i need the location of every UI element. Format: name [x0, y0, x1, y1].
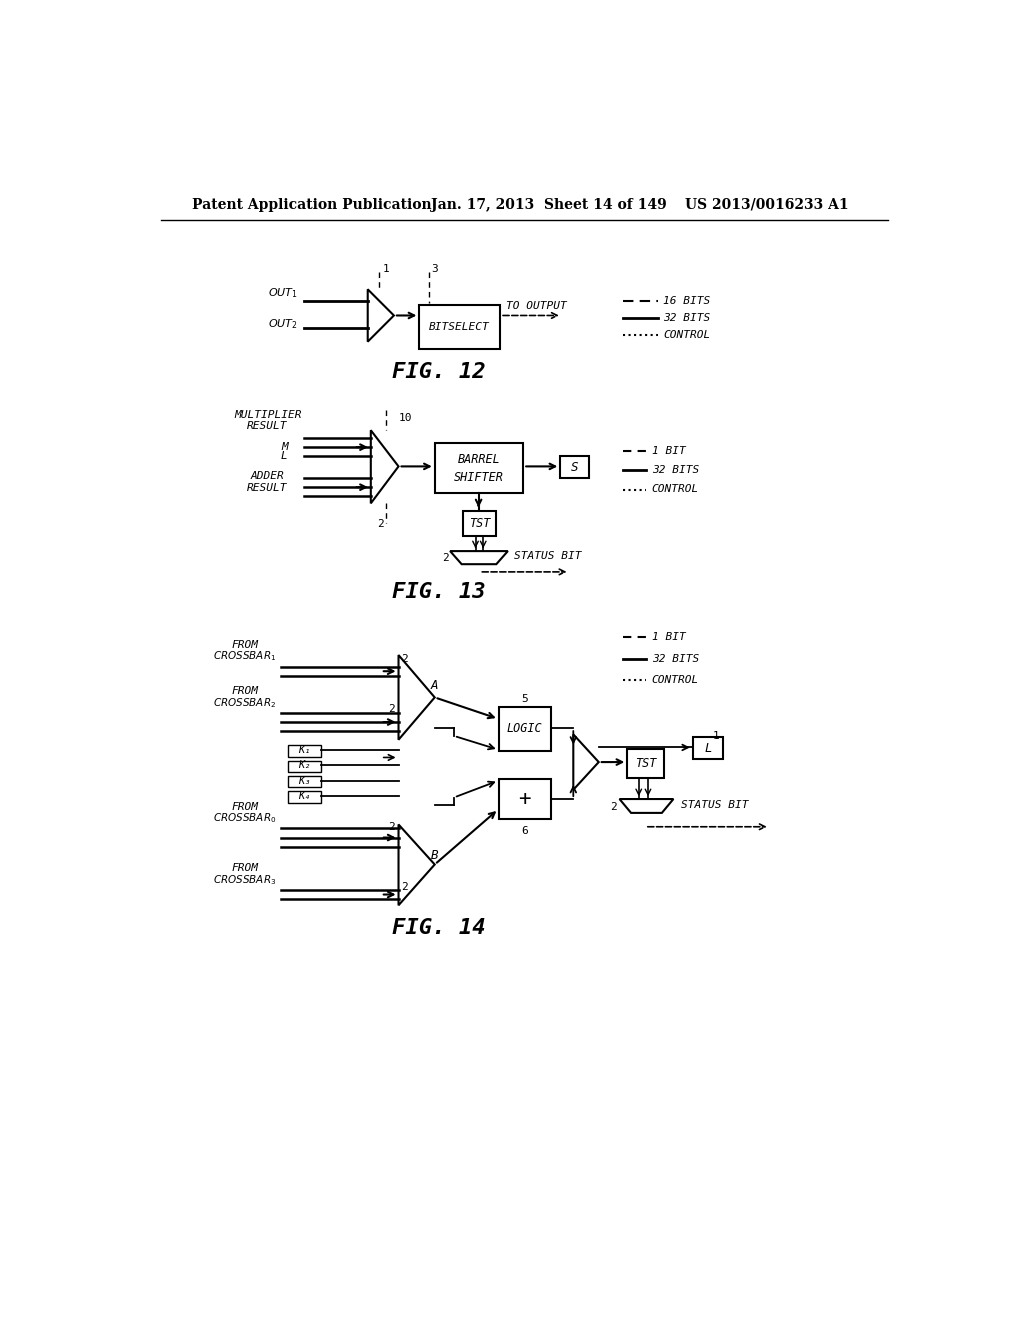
Text: K₄: K₄: [298, 791, 311, 801]
Text: CONTROL: CONTROL: [664, 330, 711, 339]
Text: TO OUTPUT: TO OUTPUT: [506, 301, 567, 312]
Text: FIG. 13: FIG. 13: [392, 582, 485, 602]
Bar: [419, 305, 500, 350]
Text: Patent Application Publication: Patent Application Publication: [193, 198, 432, 211]
Text: TST: TST: [469, 517, 490, 529]
Text: B: B: [431, 849, 438, 862]
Text: 3: 3: [431, 264, 437, 273]
Bar: [499, 706, 551, 751]
Text: 2: 2: [401, 882, 409, 892]
Text: FROM: FROM: [231, 801, 258, 812]
Bar: [560, 457, 590, 478]
Text: 1: 1: [713, 731, 719, 741]
Text: 2: 2: [441, 553, 449, 564]
Text: FROM: FROM: [231, 863, 258, 874]
Bar: [289, 760, 321, 772]
Text: K₃: K₃: [298, 776, 311, 785]
Bar: [692, 738, 724, 759]
Text: FIG. 14: FIG. 14: [392, 919, 485, 939]
Bar: [289, 744, 321, 756]
Text: S: S: [571, 461, 579, 474]
Text: L: L: [281, 451, 288, 462]
Text: 6: 6: [521, 826, 528, 837]
Text: $OUT_2$: $OUT_2$: [267, 317, 297, 331]
Text: 2: 2: [378, 519, 384, 529]
Text: STATUS BIT: STATUS BIT: [514, 552, 582, 561]
Text: $CROSSBAR_1$: $CROSSBAR_1$: [213, 649, 276, 664]
Text: 16 BITS: 16 BITS: [664, 296, 711, 306]
Text: TST: TST: [635, 758, 656, 770]
Text: 5: 5: [521, 694, 528, 704]
Text: +: +: [518, 789, 531, 809]
Text: $OUT_1$: $OUT_1$: [267, 286, 298, 300]
Text: K₂: K₂: [298, 760, 311, 770]
Text: CONTROL: CONTROL: [652, 676, 699, 685]
Text: 2: 2: [610, 801, 617, 812]
Text: K₁: K₁: [298, 744, 311, 755]
Bar: [289, 776, 321, 788]
Text: A: A: [431, 680, 438, 693]
Text: BARREL
SHIFTER: BARREL SHIFTER: [454, 453, 504, 484]
Text: L: L: [705, 742, 712, 755]
Bar: [499, 779, 551, 818]
Text: Jan. 17, 2013  Sheet 14 of 149: Jan. 17, 2013 Sheet 14 of 149: [431, 198, 667, 211]
Text: FROM: FROM: [231, 640, 258, 649]
Bar: [463, 511, 496, 536]
Text: 2: 2: [401, 653, 409, 664]
Text: 2: 2: [388, 822, 395, 832]
Text: M: M: [281, 442, 288, 453]
Text: $CROSSBAR_0$: $CROSSBAR_0$: [213, 812, 276, 825]
Text: 1 BIT: 1 BIT: [652, 446, 686, 455]
Bar: [289, 792, 321, 803]
Text: 32 BITS: 32 BITS: [652, 465, 699, 475]
Text: BITSELECT: BITSELECT: [429, 322, 490, 333]
Bar: [435, 444, 523, 494]
Text: FIG. 12: FIG. 12: [392, 363, 485, 383]
Text: US 2013/0016233 A1: US 2013/0016233 A1: [685, 198, 849, 211]
Bar: [628, 748, 665, 779]
Text: 32 BITS: 32 BITS: [664, 313, 711, 323]
Text: LOGIC: LOGIC: [507, 722, 543, 735]
Text: 1 BIT: 1 BIT: [652, 632, 686, 643]
Text: FROM: FROM: [231, 686, 258, 696]
Text: $CROSSBAR_2$: $CROSSBAR_2$: [213, 696, 276, 710]
Text: RESULT: RESULT: [248, 483, 288, 492]
Text: $CROSSBAR_3$: $CROSSBAR_3$: [213, 873, 276, 887]
Text: ADDER: ADDER: [251, 471, 285, 482]
Text: 2: 2: [388, 704, 395, 714]
Text: STATUS BIT: STATUS BIT: [681, 800, 749, 810]
Text: MULTIPLIER: MULTIPLIER: [233, 409, 301, 420]
Text: RESULT: RESULT: [248, 421, 288, 432]
Text: 1: 1: [382, 264, 389, 273]
Text: 10: 10: [398, 413, 412, 422]
Text: CONTROL: CONTROL: [652, 484, 699, 495]
Text: 32 BITS: 32 BITS: [652, 653, 699, 664]
